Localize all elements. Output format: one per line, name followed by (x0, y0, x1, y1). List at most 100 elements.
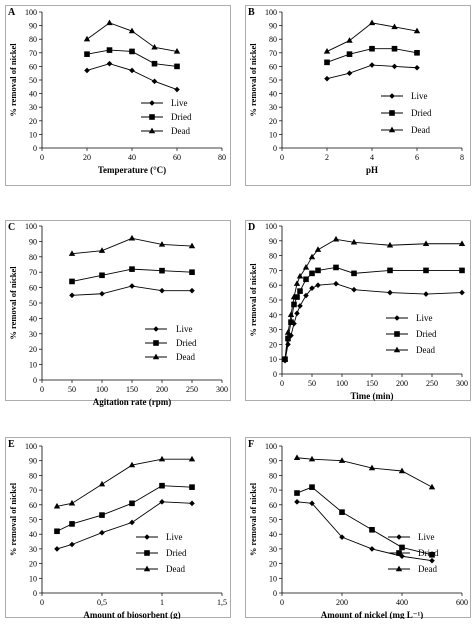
legend: Live Dried Dead (388, 532, 439, 574)
data-point-square (339, 509, 345, 515)
data-point-triangle (323, 48, 331, 54)
series-dead (323, 19, 421, 54)
x-axis-label: Amount of nickel (mg L⁻¹) (321, 610, 423, 619)
y-axis-label: % removal of nickel (248, 263, 258, 337)
series-dead (53, 455, 196, 509)
data-point-diamond (309, 285, 315, 291)
legend-label: Dead (166, 564, 185, 574)
y-tick-label: 60 (29, 501, 37, 510)
data-point-square (459, 267, 465, 274)
x-axis-label: Time (min) (350, 391, 393, 401)
y-tick-label: 90 (269, 22, 277, 31)
y-tick-label: 50 (29, 299, 37, 308)
y-tick-label: 10 (269, 355, 277, 364)
data-point-square (414, 50, 420, 56)
data-point-square (285, 335, 291, 342)
legend-label: Dead (176, 352, 195, 362)
panel-letter: D (248, 222, 255, 233)
data-point-triangle (398, 467, 406, 474)
y-tick-label: 70 (29, 49, 37, 58)
data-point-triangle (281, 355, 289, 362)
x-tick-label: 200 (396, 379, 408, 388)
y-tick-label: 50 (269, 516, 277, 525)
legend-marker-square (149, 114, 155, 120)
data-point-square (189, 484, 195, 490)
data-point-diamond (423, 291, 429, 297)
series-dead (83, 19, 181, 54)
data-point-diamond (399, 553, 405, 560)
y-tick-label: 20 (269, 117, 277, 126)
data-point-triangle (151, 43, 158, 50)
legend-marker-square (396, 550, 402, 556)
data-point-square (303, 276, 309, 283)
y-tick-label: 40 (269, 90, 277, 99)
data-point-diamond (309, 500, 315, 507)
series-live (282, 280, 465, 364)
data-point-triangle (308, 253, 316, 260)
data-point-square (315, 267, 321, 274)
x-tick-label: 150 (126, 385, 138, 394)
data-point-triangle (287, 311, 295, 317)
legend-marker-diamond (149, 100, 155, 106)
legend-marker-square (144, 550, 150, 556)
y-tick-label: 70 (29, 268, 37, 277)
data-point-diamond (129, 283, 135, 289)
legend-marker-diamond (394, 315, 400, 321)
series-line (56, 485, 193, 532)
data-point-square (99, 272, 105, 279)
legend-marker-diamond (144, 534, 150, 540)
legend-label: Live (411, 91, 428, 101)
legend-marker-triangle (152, 353, 160, 360)
data-point-diamond (387, 289, 393, 296)
data-point-triangle (338, 457, 346, 463)
legend-label: Live (416, 313, 433, 323)
data-point-square (288, 319, 294, 325)
legend-marker-triangle (393, 346, 401, 353)
data-point-triangle (350, 238, 358, 245)
data-point-triangle (128, 234, 136, 241)
data-point-square (106, 47, 113, 53)
data-point-triangle (188, 455, 196, 462)
data-point-triangle (98, 480, 106, 487)
panel-letter: E (8, 439, 15, 450)
y-tick-label: 30 (29, 330, 37, 339)
data-point-diamond (129, 519, 135, 526)
x-tick-label: 0 (280, 598, 284, 607)
series-dried (294, 484, 435, 558)
data-point-square (309, 270, 315, 277)
data-point-triangle (158, 241, 166, 247)
data-point-square (369, 526, 375, 533)
y-tick-label: 100 (265, 8, 277, 17)
legend-label: Dead (411, 125, 430, 135)
data-point-diamond (315, 282, 321, 288)
y-tick-label: 40 (29, 90, 37, 99)
data-point-diamond (174, 86, 180, 93)
x-tick-label: 600 (456, 598, 468, 607)
y-tick-label: 20 (269, 340, 277, 349)
y-tick-label: 20 (29, 560, 37, 569)
y-tick-label: 30 (269, 545, 277, 554)
x-tick-label: 40 (128, 153, 136, 162)
data-point-triangle (428, 483, 436, 490)
y-tick-label: 60 (269, 62, 277, 71)
series-line (56, 501, 193, 550)
data-point-square (129, 500, 135, 507)
y-tick-label: 0 (33, 144, 37, 153)
x-tick-label: 0 (280, 153, 284, 162)
data-point-square (324, 59, 330, 66)
data-point-triangle (296, 272, 304, 279)
data-point-triangle (188, 242, 196, 249)
y-tick-label: 100 (25, 8, 37, 17)
legend-label: Dried (166, 548, 187, 558)
y-tick-label: 60 (269, 281, 277, 290)
y-axis-label: % removal of nickel (8, 266, 18, 340)
y-axis-label: % removal of nickel (248, 482, 258, 556)
y-axis-label: % removal of nickel (8, 482, 18, 556)
legend-label: Live (418, 532, 435, 542)
y-tick-label: 80 (269, 35, 277, 44)
legend-label: Live (171, 98, 188, 108)
y-tick-label: 10 (29, 361, 37, 370)
y-tick-label: 100 (25, 442, 37, 451)
